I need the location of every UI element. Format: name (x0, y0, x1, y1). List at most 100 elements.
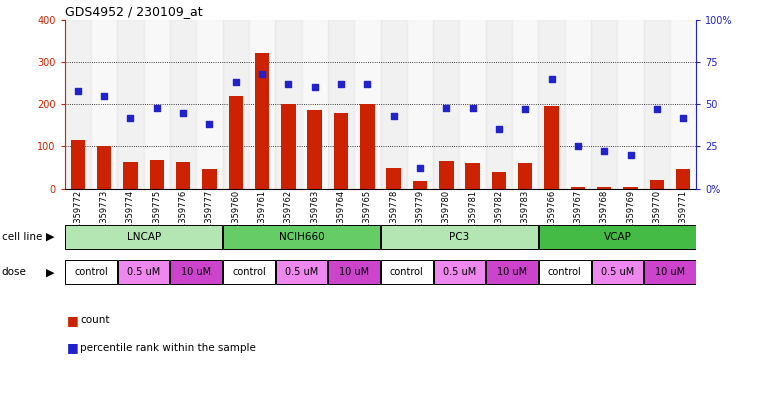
Text: control: control (390, 267, 424, 277)
Bar (565, 20, 591, 189)
Bar (434, 260, 486, 285)
Bar (91, 20, 117, 189)
Bar (255, 53, 269, 189)
Bar (228, 95, 243, 189)
Bar (360, 104, 374, 189)
Point (519, 106, 531, 112)
Bar (65, 260, 116, 285)
Bar (597, 187, 611, 189)
Point (230, 79, 242, 85)
Bar (644, 20, 670, 189)
Bar (407, 20, 433, 189)
Text: NCIH660: NCIH660 (279, 232, 324, 242)
Bar (381, 224, 538, 249)
Point (387, 113, 400, 119)
Bar (670, 20, 696, 189)
Point (466, 105, 479, 111)
Bar (486, 20, 512, 189)
Bar (544, 106, 559, 189)
Point (177, 109, 189, 116)
Text: 10 uM: 10 uM (655, 267, 685, 277)
Bar (380, 20, 407, 189)
Point (151, 105, 163, 111)
Bar (202, 169, 217, 189)
Text: 10 uM: 10 uM (497, 267, 527, 277)
Text: GDS4952 / 230109_at: GDS4952 / 230109_at (65, 6, 202, 18)
Bar (117, 20, 144, 189)
Bar (412, 181, 427, 189)
Bar (539, 20, 565, 189)
Text: 0.5 uM: 0.5 uM (127, 267, 161, 277)
Bar (307, 110, 322, 189)
Bar (439, 161, 454, 189)
Bar (650, 180, 664, 189)
Bar (65, 20, 91, 189)
Bar (539, 224, 696, 249)
Point (124, 114, 136, 121)
Bar (150, 160, 164, 189)
Bar (249, 20, 275, 189)
Text: control: control (548, 267, 581, 277)
Text: 10 uM: 10 uM (339, 267, 369, 277)
Bar (460, 20, 486, 189)
Bar (223, 224, 380, 249)
Point (361, 81, 374, 87)
Bar (539, 260, 591, 285)
Bar (433, 20, 460, 189)
Text: control: control (232, 267, 266, 277)
Bar (512, 20, 539, 189)
Point (98, 92, 110, 99)
Bar (301, 20, 328, 189)
Point (625, 152, 637, 158)
Point (572, 143, 584, 149)
Bar (176, 162, 190, 189)
Bar (65, 224, 222, 249)
Text: dose: dose (2, 267, 27, 277)
Point (493, 126, 505, 132)
Text: percentile rank within the sample: percentile rank within the sample (80, 343, 256, 353)
Bar (275, 20, 301, 189)
Bar (466, 163, 480, 189)
Point (256, 71, 268, 77)
Point (546, 75, 558, 82)
Bar (354, 20, 380, 189)
Bar (223, 20, 249, 189)
Bar (387, 167, 401, 189)
Text: 0.5 uM: 0.5 uM (285, 267, 318, 277)
Point (203, 121, 215, 128)
Bar (591, 20, 617, 189)
Text: ■: ■ (67, 314, 78, 327)
Text: count: count (80, 315, 110, 325)
Point (651, 106, 663, 112)
Bar (329, 260, 380, 285)
Point (72, 88, 84, 94)
Bar (591, 260, 643, 285)
Text: ▶: ▶ (46, 267, 54, 277)
Bar (170, 20, 196, 189)
Point (598, 148, 610, 154)
Bar (381, 260, 432, 285)
Point (282, 81, 295, 87)
Bar (123, 162, 138, 189)
Bar (144, 20, 170, 189)
Text: cell line: cell line (2, 232, 42, 242)
Bar (281, 104, 295, 189)
Bar (617, 20, 644, 189)
Bar (518, 163, 533, 189)
Bar (492, 172, 506, 189)
Text: 10 uM: 10 uM (181, 267, 212, 277)
Bar (275, 260, 327, 285)
Text: VCAP: VCAP (603, 232, 632, 242)
Point (309, 84, 321, 90)
Bar (676, 169, 690, 189)
Bar (118, 260, 170, 285)
Bar (645, 260, 696, 285)
Point (677, 114, 689, 121)
Bar (334, 112, 349, 189)
Bar (196, 20, 222, 189)
Bar (170, 260, 222, 285)
Text: LNCAP: LNCAP (126, 232, 161, 242)
Point (335, 81, 347, 87)
Text: ■: ■ (67, 341, 78, 354)
Point (440, 105, 452, 111)
